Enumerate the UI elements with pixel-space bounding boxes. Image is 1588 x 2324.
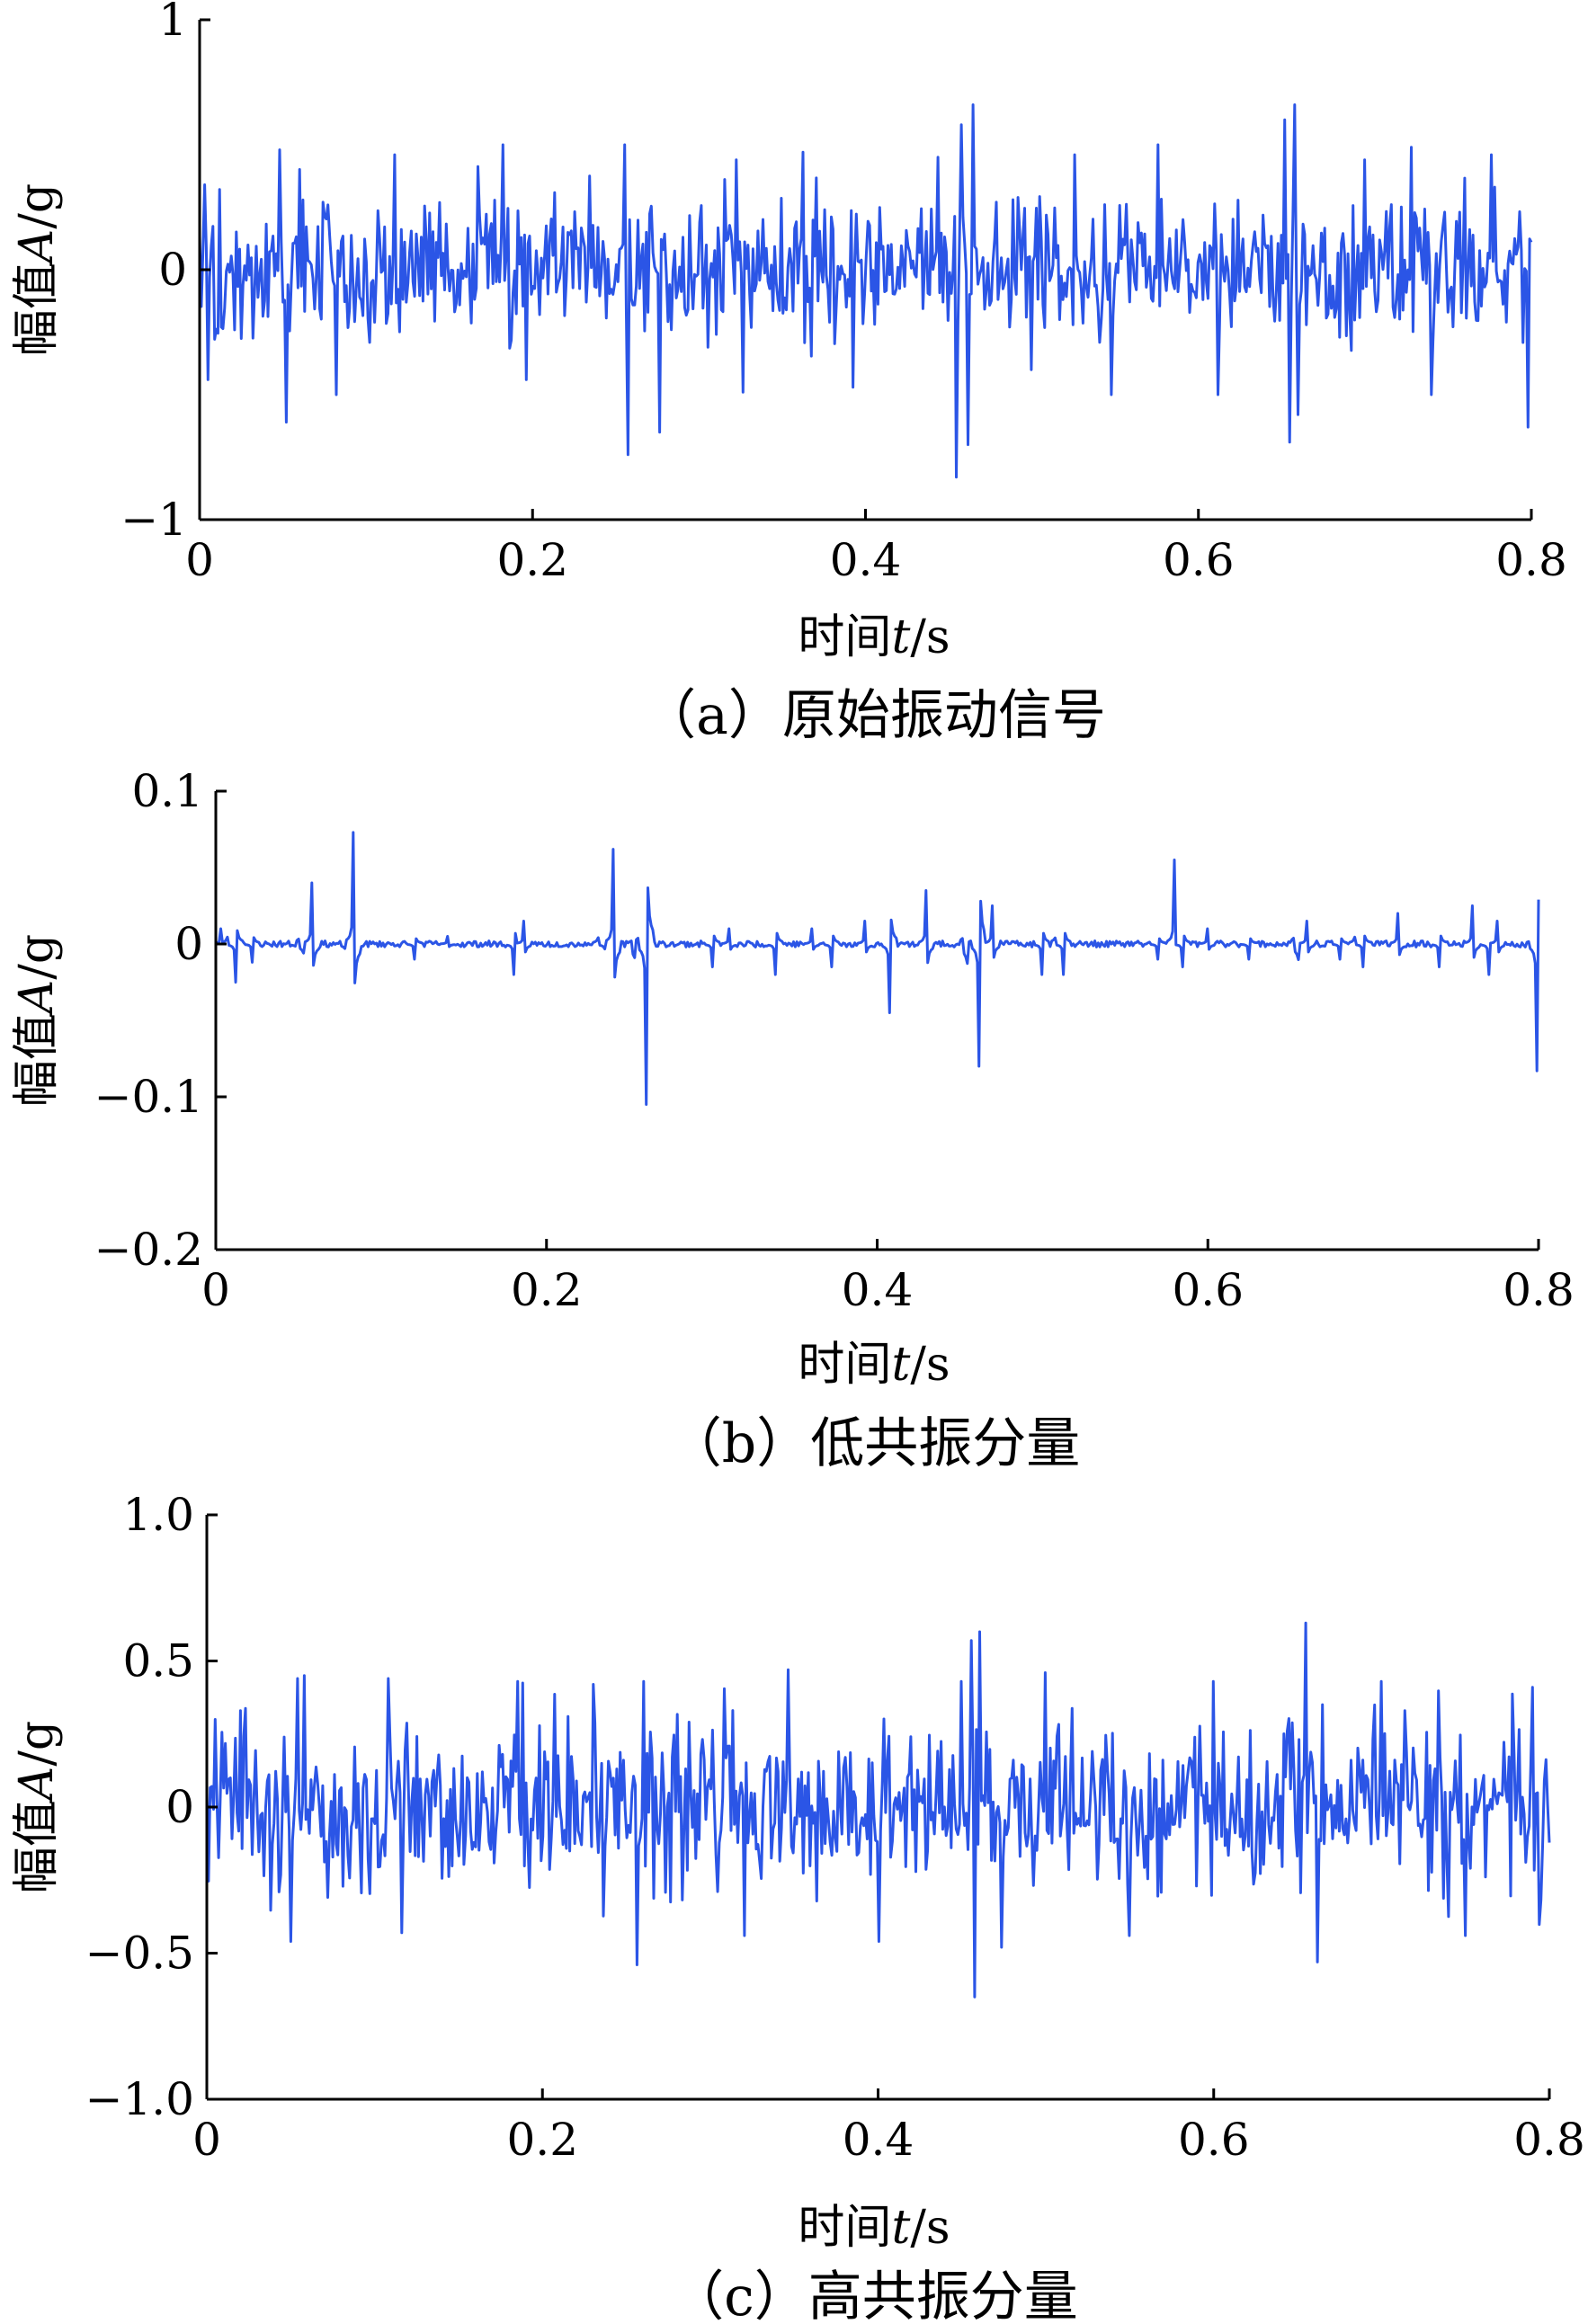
panel-high-resonance-component: 0 0.2 0.4 0.6 0.8 −1.0−0.500.51.0 幅值A/g 时间t/…: [10, 1489, 1585, 2324]
series-low-resonance-component: [215, 831, 1540, 1106]
panel-caption: （c）高共振分量: [670, 2266, 1078, 2324]
series-original-signal: [198, 103, 1533, 479]
y-tick-label: 0: [165, 1781, 194, 1833]
signal-line: [205, 1621, 1551, 1999]
panel-original-signal: 0 0.2 0.4 0.6 0.8 −101 幅值A/g 时间t/s （a）原始振动信号: [10, 0, 1567, 747]
x-axis-title: 时间t/s: [798, 610, 950, 664]
x-tick-label: 0.6: [1172, 1264, 1244, 1316]
y-axis-title-unit: /g: [10, 183, 64, 229]
x-tick-label: 0: [185, 534, 214, 586]
y-axis-title-unit: /g: [10, 1721, 64, 1767]
x-axis-title-unit: /s: [910, 1338, 950, 1392]
y-axis-title: 幅值A/g: [10, 934, 64, 1107]
x-tick-label: 0: [192, 2114, 221, 2166]
y-axis-title-variable: A: [10, 229, 64, 267]
y-tick-labels: −0.2 −0.1 0 0.1: [94, 765, 227, 1276]
y-tick-label: 0.5: [122, 1635, 194, 1687]
x-tick-labels: 0 0.2 0.4 0.6 0.8: [185, 509, 1567, 586]
x-tick-label: 0.6: [1163, 534, 1235, 586]
panel-caption: （b）低共振分量: [668, 1412, 1080, 1475]
y-tick-label: 1: [158, 0, 187, 46]
x-tick-labels: 0 0.2 0.4 0.6 0.8: [192, 2088, 1585, 2166]
x-tick-labels: 0 0.2 0.4 0.6 0.8: [201, 1239, 1575, 1316]
x-tick-label: 0.2: [496, 534, 568, 586]
y-tick-label: −1: [120, 494, 187, 546]
signal-line: [198, 103, 1533, 479]
x-axis-title: 时间t/s: [798, 1338, 950, 1392]
y-tick-label: 0: [174, 918, 203, 970]
y-axis-title-unit: /g: [10, 934, 64, 980]
x-tick-label: 0.8: [1495, 534, 1567, 586]
signal-line: [215, 831, 1540, 1106]
x-tick-label: 0.4: [842, 1264, 914, 1316]
y-tick-label: −0.5: [85, 1928, 194, 1980]
x-axis-title: 时间t/s: [798, 2201, 950, 2255]
x-axis-title-unit: /s: [910, 2201, 950, 2255]
y-tick-label: −0.1: [94, 1071, 203, 1123]
y-axis-title: 幅值A/g: [10, 183, 64, 356]
panel-low-resonance-component: 0 0.2 0.4 0.6 0.8 −0.2 −0.1 0 0.1 幅值A/g 时间t/s （…: [10, 765, 1575, 1475]
x-axis-title-prefix: 时间: [798, 2201, 891, 2255]
x-axis-title-variable: t: [891, 610, 910, 664]
y-axis-title-prefix: 幅值: [10, 1800, 64, 1893]
x-tick-label: 0.2: [511, 1264, 583, 1316]
x-axis-title-variable: t: [891, 1338, 910, 1392]
x-tick-label: 0.4: [830, 534, 902, 586]
series-high-resonance-component: [205, 1621, 1551, 1999]
y-tick-labels: −1.0 −0.5 0 0.5 1.0: [85, 1489, 218, 2125]
y-axis-title-prefix: 幅值: [10, 263, 64, 356]
panel-caption: （a）原始振动信号: [642, 684, 1106, 747]
y-tick-label: 0: [158, 244, 187, 296]
x-tick-label: 0.4: [843, 2114, 914, 2166]
y-tick-label: 1.0: [122, 1489, 194, 1541]
x-tick-label: 0.8: [1503, 1264, 1575, 1316]
y-tick-label: 0.1: [131, 765, 203, 817]
x-tick-label: 0: [201, 1264, 230, 1316]
y-axis-title-variable: A: [10, 980, 64, 1018]
y-axis-title-variable: A: [10, 1767, 64, 1804]
y-axis-title-prefix: 幅值: [10, 1013, 64, 1107]
y-axis-title: 幅值A/g: [10, 1721, 64, 1893]
x-axis-title-prefix: 时间: [798, 1338, 891, 1392]
axes: [214, 791, 1539, 1251]
x-tick-label: 0.6: [1178, 2114, 1250, 2166]
y-tick-labels: −1 0 1: [120, 0, 210, 546]
x-tick-label: 0.2: [506, 2114, 578, 2166]
y-tick-label: −1.0: [85, 2073, 194, 2125]
x-tick-label: 0.8: [1513, 2114, 1585, 2166]
x-axis-title-prefix: 时间: [798, 610, 891, 664]
x-axis-title-unit: /s: [910, 610, 950, 664]
x-axis-title-variable: t: [891, 2201, 910, 2255]
y-tick-label: −0.2: [94, 1224, 203, 1276]
